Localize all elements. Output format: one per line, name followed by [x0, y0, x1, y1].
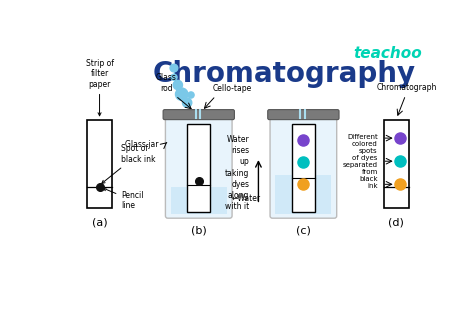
Circle shape — [173, 80, 182, 90]
Text: teachoo: teachoo — [353, 46, 422, 61]
Text: Chromatograph: Chromatograph — [377, 83, 438, 92]
Text: ←Water: ←Water — [231, 194, 260, 203]
Text: (d): (d) — [388, 217, 404, 227]
Text: Cello-tape: Cello-tape — [213, 84, 252, 93]
Bar — [275, 175, 331, 214]
Circle shape — [188, 92, 194, 98]
Text: Glass
rod: Glass rod — [156, 73, 177, 93]
Circle shape — [171, 74, 177, 80]
Text: Different
colored
spots
of dyes
separated
from
black
ink: Different colored spots of dyes separate… — [343, 134, 378, 189]
Circle shape — [182, 98, 192, 107]
Circle shape — [175, 88, 188, 100]
Text: Water
rises
up
taking
dyes
along
with it: Water rises up taking dyes along with it — [225, 135, 249, 211]
Text: (c): (c) — [296, 225, 311, 235]
FancyBboxPatch shape — [163, 110, 235, 120]
Text: Glass jar: Glass jar — [125, 140, 158, 149]
FancyBboxPatch shape — [270, 115, 337, 218]
Text: Strip of
filter
paper: Strip of filter paper — [85, 59, 114, 116]
Bar — [171, 187, 227, 214]
Bar — [87, 120, 112, 208]
Bar — [384, 120, 409, 208]
Text: (a): (a) — [92, 217, 108, 227]
Bar — [292, 124, 315, 212]
Text: Spot of
black ink: Spot of black ink — [102, 144, 156, 183]
FancyBboxPatch shape — [165, 115, 232, 218]
Bar — [187, 124, 210, 212]
Text: (b): (b) — [191, 225, 207, 235]
Text: Pencil
line: Pencil line — [103, 188, 144, 210]
Text: Chromatography: Chromatography — [153, 60, 416, 88]
FancyBboxPatch shape — [268, 110, 339, 120]
Circle shape — [170, 64, 178, 72]
